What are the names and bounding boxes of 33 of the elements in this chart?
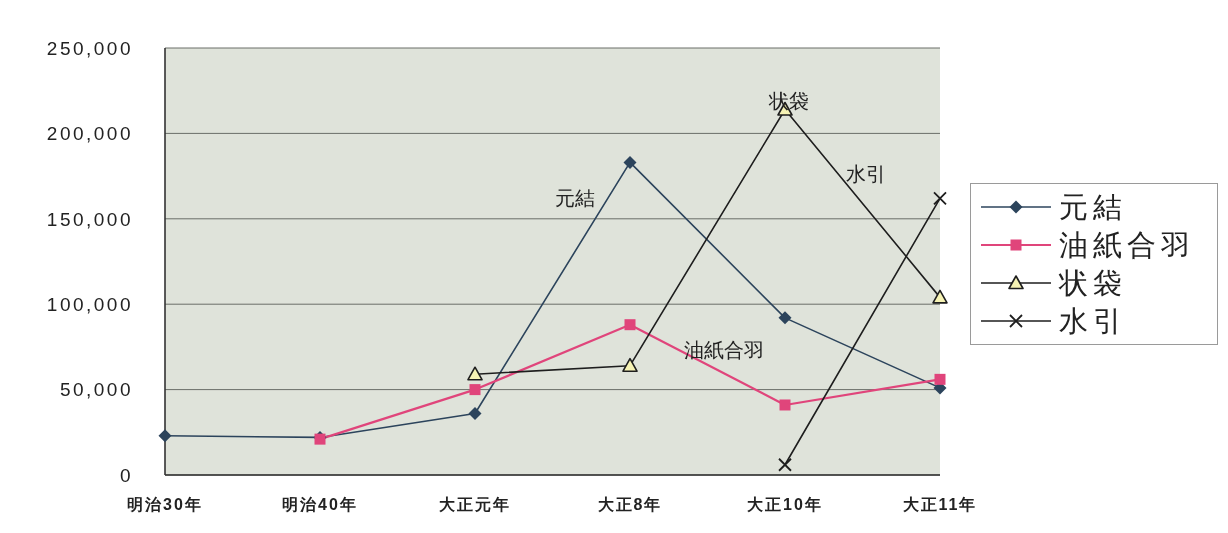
x-tick-label: 明治40年 bbox=[282, 496, 358, 514]
point bbox=[468, 407, 482, 421]
point bbox=[623, 155, 637, 169]
x-tick-label: 大正11年 bbox=[902, 496, 978, 514]
point bbox=[622, 357, 638, 372]
point bbox=[932, 289, 948, 304]
annotation: 水引 bbox=[846, 162, 886, 186]
y-tick-label: 150,000 bbox=[46, 208, 133, 230]
x-tick-label: 大正8年 bbox=[597, 496, 663, 514]
x-tick-label: 大正10年 bbox=[747, 496, 823, 514]
x-tick-label: 大正元年 bbox=[439, 496, 511, 514]
legend-label: 元結 bbox=[1059, 190, 1127, 224]
x-tick-label: 明治30年 bbox=[127, 496, 203, 514]
y-tick-label: 0 bbox=[119, 464, 133, 486]
point bbox=[933, 191, 947, 206]
point bbox=[624, 319, 636, 331]
point bbox=[779, 399, 791, 411]
y-tick-label: 250,000 bbox=[46, 37, 133, 59]
point bbox=[778, 311, 792, 325]
legend-label: 油紙合羽 bbox=[1059, 228, 1195, 262]
point bbox=[934, 373, 946, 385]
annotation: 元結 bbox=[555, 186, 595, 210]
y-tick-label: 200,000 bbox=[46, 123, 133, 145]
legend-label: 状袋 bbox=[1059, 266, 1127, 300]
point bbox=[778, 457, 792, 472]
annotation: 状袋 bbox=[768, 88, 809, 113]
y-tick-label: 100,000 bbox=[46, 293, 133, 315]
y-tick-label: 50,000 bbox=[59, 379, 133, 401]
point bbox=[469, 384, 481, 396]
point bbox=[467, 366, 483, 381]
point bbox=[158, 429, 172, 443]
annotation: 油紙合羽 bbox=[684, 338, 764, 362]
legend-label: 水引 bbox=[1059, 304, 1127, 338]
